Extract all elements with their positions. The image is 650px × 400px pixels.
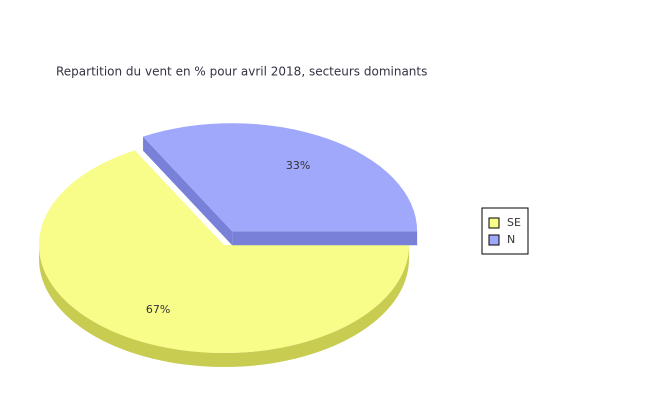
value-label: 33%	[286, 159, 310, 172]
legend-swatch	[488, 234, 500, 246]
slice-edge	[232, 231, 418, 246]
slice	[39, 150, 410, 353]
legend-label: SE	[507, 216, 521, 229]
chart-title: Repartition du vent en % pour avril 2018…	[56, 65, 427, 79]
slice	[143, 123, 418, 232]
value-label: 67%	[146, 303, 170, 316]
legend-label: N	[507, 233, 515, 246]
slice-edge	[143, 136, 233, 246]
legend-swatch	[488, 217, 500, 229]
legend-box	[481, 207, 529, 255]
